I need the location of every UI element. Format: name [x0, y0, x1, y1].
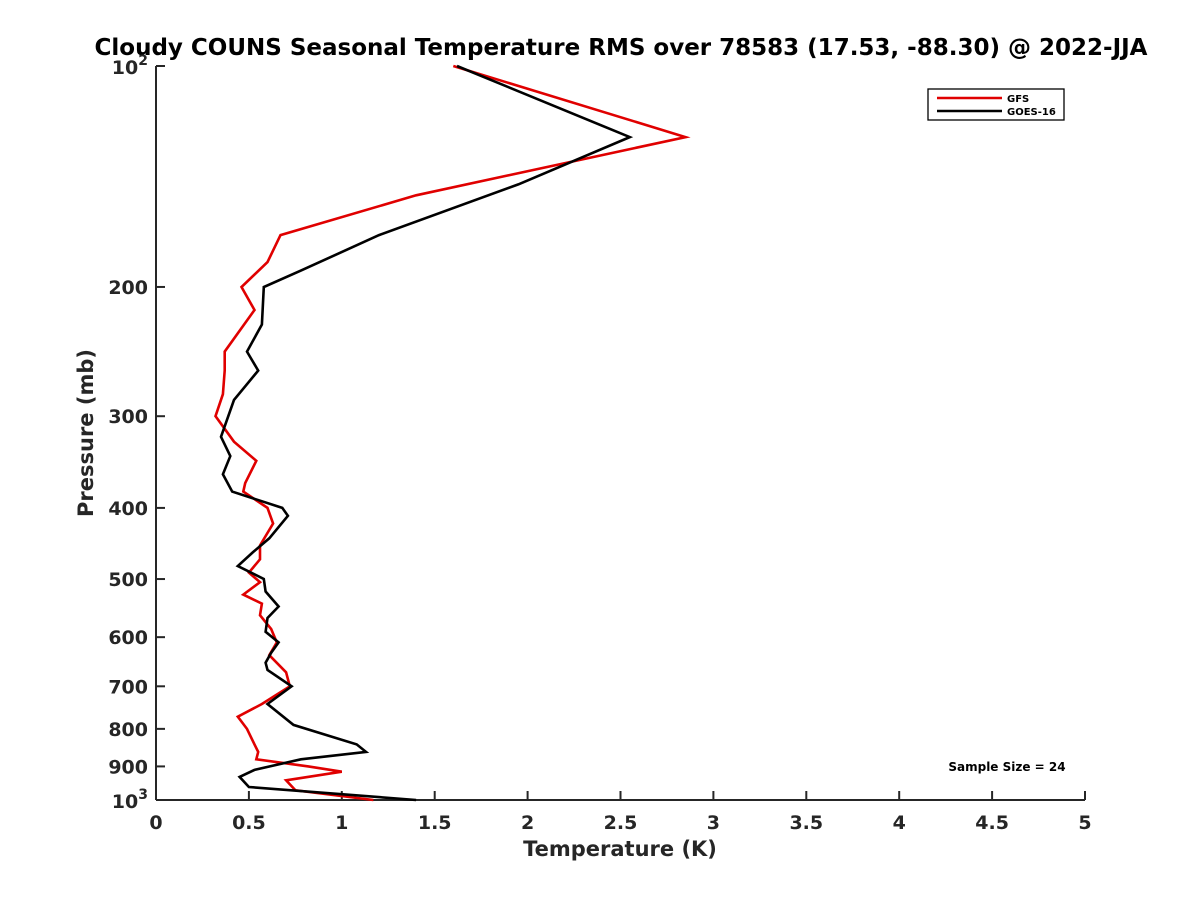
x-axis-label: Temperature (K) [523, 837, 717, 861]
series-line-goes-16 [219, 64, 634, 802]
x-tick-label: 4.5 [975, 812, 1009, 834]
y-tick-label: 102 [112, 53, 148, 79]
chart-title: Cloudy COUNS Seasonal Temperature RMS ov… [95, 35, 1148, 61]
y-tick-label: 900 [108, 756, 148, 778]
x-tick-label: 2.5 [604, 812, 638, 834]
x-tick-label: 0.5 [232, 812, 266, 834]
y-tick-label: 400 [108, 498, 148, 520]
x-tick-label: 1 [335, 812, 348, 834]
x-tick-label: 5 [1078, 812, 1091, 834]
legend-label-goes-16: GOES-16 [1007, 107, 1056, 118]
x-tick-label: 1.5 [418, 812, 452, 834]
x-tick-label: 4 [893, 812, 906, 834]
series-line-gfs [214, 64, 691, 802]
legend-box [927, 88, 1065, 121]
legend-label-gfs: GFS [1007, 94, 1029, 105]
y-tick-label: 103 [112, 787, 148, 813]
series-layer [214, 64, 691, 802]
y-tick-label: 300 [108, 406, 148, 428]
y-axis-label: Pressure (mb) [74, 349, 98, 517]
axes: 0 0.5 1 1.5 2 2.5 3 3.5 4 4.5 5 102 200 300 400 500 600 7… [108, 53, 1091, 834]
y-tick-label: 500 [108, 569, 148, 591]
y-tick-label: 600 [108, 627, 148, 649]
x-tick-label: 2 [521, 812, 534, 834]
y-tick-label: 200 [108, 277, 148, 299]
sample-size-annotation: Sample Size = 24 [948, 760, 1065, 774]
x-tick-label: 3.5 [789, 812, 823, 834]
x-tick-label: 0 [149, 812, 162, 834]
y-tick-label: 700 [108, 676, 148, 698]
y-tick-label: 800 [108, 719, 148, 741]
x-tick-label: 3 [707, 812, 720, 834]
legend: GFS GOES-16 [927, 88, 1065, 121]
